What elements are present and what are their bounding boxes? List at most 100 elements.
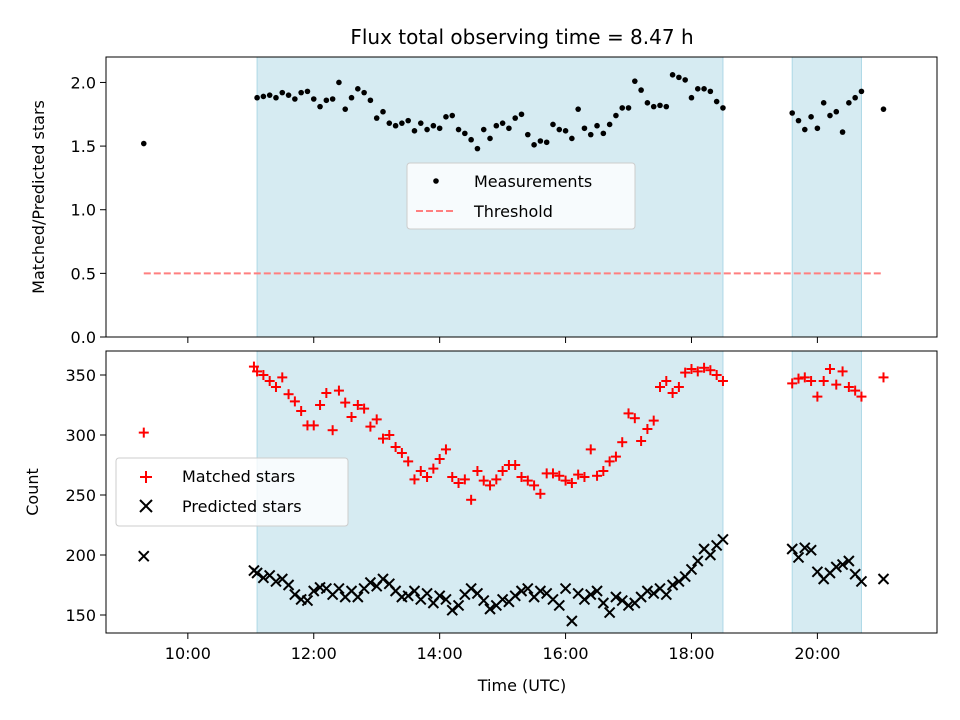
measurement-point xyxy=(808,114,814,120)
legend-measurements-label: Measurements xyxy=(474,172,592,191)
predicted-star-point xyxy=(692,555,704,567)
predicted-star-point xyxy=(591,585,603,597)
measurement-point xyxy=(789,110,796,116)
predicted-star-point xyxy=(673,575,685,588)
measurement-point xyxy=(266,92,273,98)
predicted-star-point xyxy=(138,550,150,562)
predicted-star-point xyxy=(704,549,717,561)
predicted-star-point xyxy=(647,587,660,600)
predicted-star-point xyxy=(566,615,578,627)
measurement-point xyxy=(562,128,569,134)
predicted-star-point xyxy=(522,582,534,595)
measurement-point xyxy=(480,126,487,133)
matched-star-point xyxy=(717,376,728,386)
legend-predicted-label: Predicted stars xyxy=(182,497,302,516)
legend-threshold-label: Threshold xyxy=(473,202,553,221)
measurement-point xyxy=(468,136,474,143)
measurement-point xyxy=(707,88,714,95)
matched-star-point xyxy=(409,474,420,485)
measurement-point xyxy=(575,106,581,112)
matched-star-point xyxy=(856,391,867,402)
measurement-point xyxy=(531,142,537,148)
matched-star-point xyxy=(661,376,672,386)
predicted-star-point xyxy=(509,590,521,602)
counts-y-axis-label: Count xyxy=(23,468,42,516)
measurement-point xyxy=(292,96,298,102)
measurement-point xyxy=(650,103,657,110)
matched-star-point xyxy=(333,385,344,396)
x-tick-label: 12:00 xyxy=(291,644,337,663)
predicted-star-point xyxy=(282,579,295,591)
matched-star-point xyxy=(573,469,584,480)
measurement-point xyxy=(543,139,550,146)
measurement-point xyxy=(550,121,556,128)
y-tick-label: 0.0 xyxy=(71,328,96,347)
predicted-star-point xyxy=(402,590,414,602)
x-tick-label: 16:00 xyxy=(543,644,589,663)
matched-star-point xyxy=(686,364,697,374)
predicted-star-point xyxy=(496,593,509,606)
matched-star-point xyxy=(793,373,804,384)
y-tick-label: 300 xyxy=(65,426,96,445)
y-tick-label: 150 xyxy=(65,606,96,625)
measurement-point xyxy=(499,120,506,126)
predicted-star-point xyxy=(610,591,622,603)
predicted-star-point xyxy=(251,567,263,579)
measurement-point xyxy=(581,125,588,132)
matched-star-point xyxy=(466,494,477,505)
measurement-point xyxy=(260,93,267,100)
matched-star-point xyxy=(692,366,703,377)
predicted-star-point xyxy=(855,575,868,588)
observing-window-shade xyxy=(791,56,862,338)
measurement-points xyxy=(140,72,887,152)
measurement-point xyxy=(676,74,682,81)
matched-star-point xyxy=(850,385,861,396)
predicted-star-point xyxy=(836,558,849,571)
predicted-star-point xyxy=(408,585,421,597)
predicted-star-point xyxy=(352,591,364,603)
measurement-point xyxy=(632,78,638,84)
chart-title: Flux total observing time = 8.47 h xyxy=(350,25,693,49)
measurement-point xyxy=(880,106,887,112)
predicted-stars-points xyxy=(138,533,890,627)
matched-star-point xyxy=(529,480,540,491)
measurement-point xyxy=(682,77,688,83)
measurement-point xyxy=(279,89,286,96)
matched-star-point xyxy=(623,408,634,419)
matched-star-point xyxy=(585,444,596,455)
matched-star-point xyxy=(711,370,722,380)
matched-star-point xyxy=(296,406,307,416)
predicted-star-point xyxy=(421,587,433,600)
ratio-panel: 0.00.51.01.52.0 Matched/Predicted stars … xyxy=(29,56,938,347)
matched-star-point xyxy=(422,472,433,482)
matched-star-point xyxy=(837,366,848,377)
matched-star-point xyxy=(699,362,710,373)
predicted-star-point xyxy=(603,606,616,619)
matched-star-point xyxy=(491,474,502,485)
legend-matched-marker xyxy=(140,471,152,483)
measurement-point xyxy=(720,105,726,111)
matched-star-point xyxy=(434,454,445,464)
matched-star-point xyxy=(560,475,571,486)
matched-star-point xyxy=(824,364,835,374)
measurement-point xyxy=(386,120,393,126)
predicted-star-point xyxy=(257,572,270,584)
measurement-point xyxy=(587,131,594,138)
y-tick-label: 200 xyxy=(65,546,96,565)
predicted-star-point xyxy=(534,585,547,597)
predicted-star-point xyxy=(465,582,477,595)
predicted-star-point xyxy=(805,544,817,556)
measurement-point xyxy=(455,126,462,133)
predicted-star-point xyxy=(666,579,679,591)
predicted-star-point xyxy=(799,542,811,554)
measurement-point xyxy=(713,98,720,105)
matched-star-point xyxy=(365,421,376,432)
matched-star-point xyxy=(277,372,288,383)
x-tick-label: 10:00 xyxy=(165,644,211,663)
measurement-point xyxy=(606,121,613,128)
measurement-point xyxy=(537,138,544,144)
measurement-point xyxy=(273,94,279,101)
matched-star-point xyxy=(629,413,640,424)
matched-star-point xyxy=(680,367,691,378)
matched-star-point xyxy=(138,427,149,438)
